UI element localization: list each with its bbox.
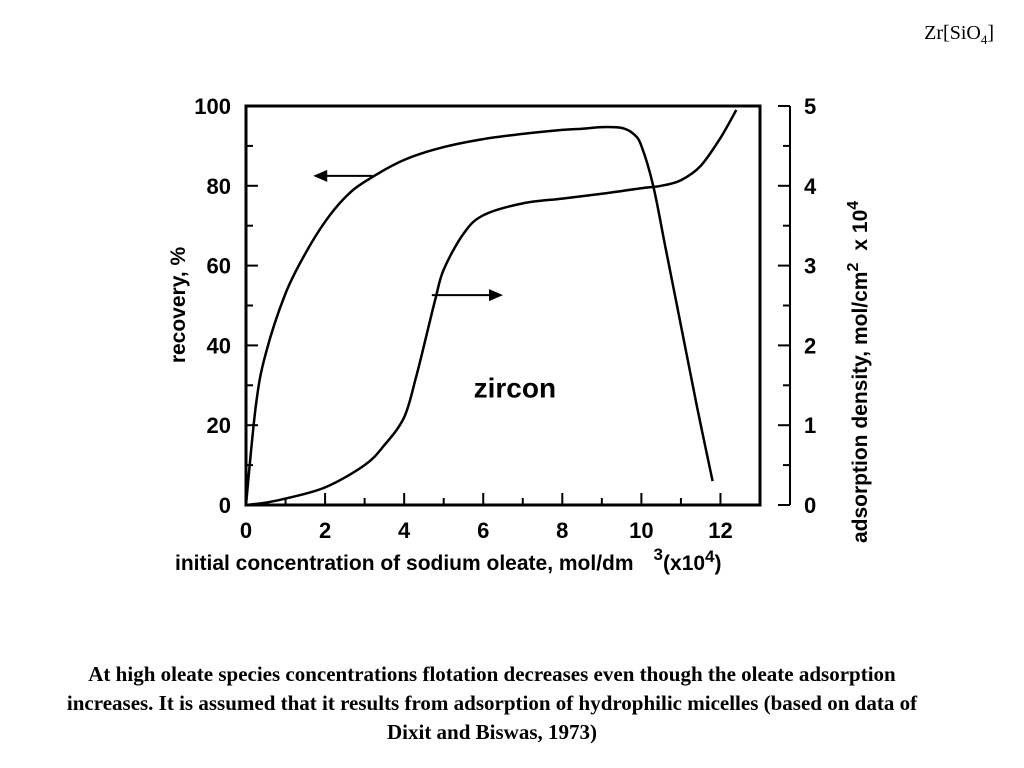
y-right-tick-label: 0	[804, 493, 816, 518]
y-right-tick-label: 4	[804, 174, 817, 199]
arrow-to-left-axis	[313, 169, 373, 182]
axes	[244, 104, 791, 507]
annotation-zircon: zircon	[474, 372, 556, 403]
x-axis-label: initial concentration of sodium oleate, …	[175, 545, 722, 575]
series	[244, 109, 738, 507]
y-right-tick-label: 3	[804, 254, 816, 279]
y-right-axis-label: adsorption density, mol/cm2x 104	[845, 201, 872, 543]
ticks	[245, 105, 790, 506]
mineral-formula: Zr[SiO4]	[924, 22, 994, 47]
y-left-axis-label: recovery, %	[167, 247, 190, 364]
x-tick-label: 0	[240, 518, 252, 543]
y-left-tick-label: 0	[219, 493, 231, 518]
x-tick-label: 10	[629, 518, 653, 543]
arrows	[313, 169, 503, 302]
arrow-to-right-axis	[431, 289, 503, 302]
x-tick-label: 2	[319, 518, 331, 543]
caption: At high oleate species concentrations fl…	[66, 662, 918, 744]
x-tick-label: 12	[708, 518, 732, 543]
plot-frame	[244, 104, 762, 507]
y-right-tick-label: 2	[804, 333, 816, 358]
y-left-tick-label: 40	[207, 333, 231, 358]
x-tick-label: 4	[398, 518, 411, 543]
y-left-tick-label: 80	[207, 174, 231, 199]
recovery-curve	[244, 125, 714, 506]
y-left-tick-label: 60	[207, 254, 231, 279]
adsorption-density-curve	[245, 109, 738, 507]
y-left-tick-label: 20	[207, 413, 231, 438]
y-right-tick-label: 5	[804, 94, 816, 119]
x-tick-label: 6	[477, 518, 489, 543]
y-right-tick-label: 1	[804, 413, 816, 438]
y-left-tick-label: 100	[194, 94, 231, 119]
x-tick-label: 8	[556, 518, 568, 543]
